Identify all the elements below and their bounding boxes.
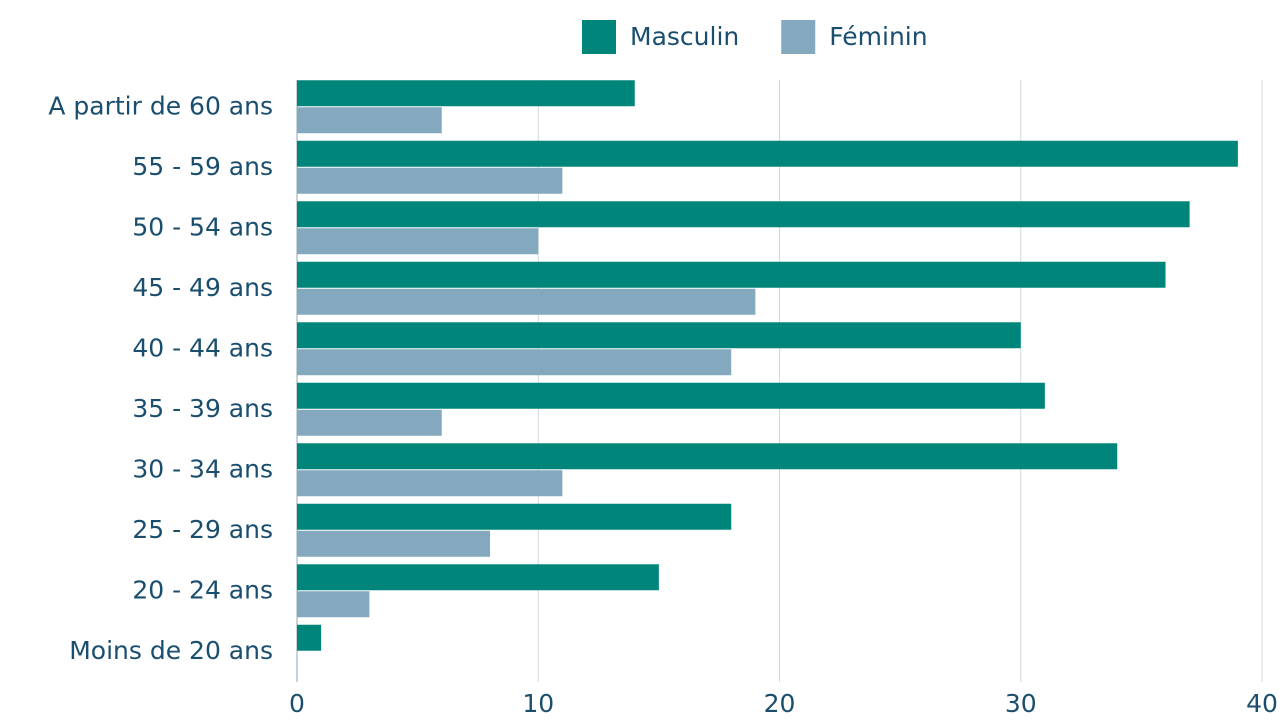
y-tick-label: 35 - 39 ans bbox=[132, 394, 273, 423]
bar bbox=[297, 261, 1166, 288]
x-tick-label: 0 bbox=[289, 689, 305, 718]
x-tick-label: 40 bbox=[1246, 689, 1278, 718]
legend-swatch bbox=[781, 20, 816, 54]
x-tick-label: 30 bbox=[1005, 689, 1037, 718]
legend-swatch bbox=[582, 20, 616, 54]
bar bbox=[297, 591, 370, 618]
bar bbox=[297, 228, 539, 255]
legend-label: Féminin bbox=[829, 22, 927, 51]
y-tick-label: Moins de 20 ans bbox=[69, 636, 273, 665]
bar bbox=[297, 140, 1238, 167]
y-tick-label: A partir de 60 ans bbox=[48, 91, 273, 120]
y-tick-label: 40 - 44 ans bbox=[132, 333, 273, 362]
y-tick-label: 55 - 59 ans bbox=[132, 152, 273, 181]
bar bbox=[297, 503, 732, 530]
bar bbox=[297, 564, 659, 591]
bar bbox=[297, 288, 756, 315]
x-tick-label: 10 bbox=[522, 689, 554, 718]
y-tick-label: 25 - 29 ans bbox=[132, 515, 273, 544]
x-tick-label: 20 bbox=[764, 689, 796, 718]
bar bbox=[297, 470, 563, 497]
bar bbox=[297, 107, 442, 134]
legend-label: Masculin bbox=[630, 22, 739, 51]
bar bbox=[297, 530, 490, 557]
bar bbox=[297, 201, 1190, 228]
bar bbox=[297, 80, 635, 107]
bar bbox=[297, 624, 322, 651]
bar bbox=[297, 382, 1045, 409]
bar bbox=[297, 409, 442, 436]
y-tick-label: 45 - 49 ans bbox=[132, 273, 273, 302]
bar bbox=[297, 443, 1118, 470]
bar bbox=[297, 322, 1021, 349]
bar bbox=[297, 349, 732, 376]
bar bbox=[297, 167, 563, 194]
y-tick-label: 50 - 54 ans bbox=[132, 212, 273, 241]
y-tick-label: 20 - 24 ans bbox=[132, 575, 273, 604]
y-tick-label: 30 - 34 ans bbox=[132, 454, 273, 483]
